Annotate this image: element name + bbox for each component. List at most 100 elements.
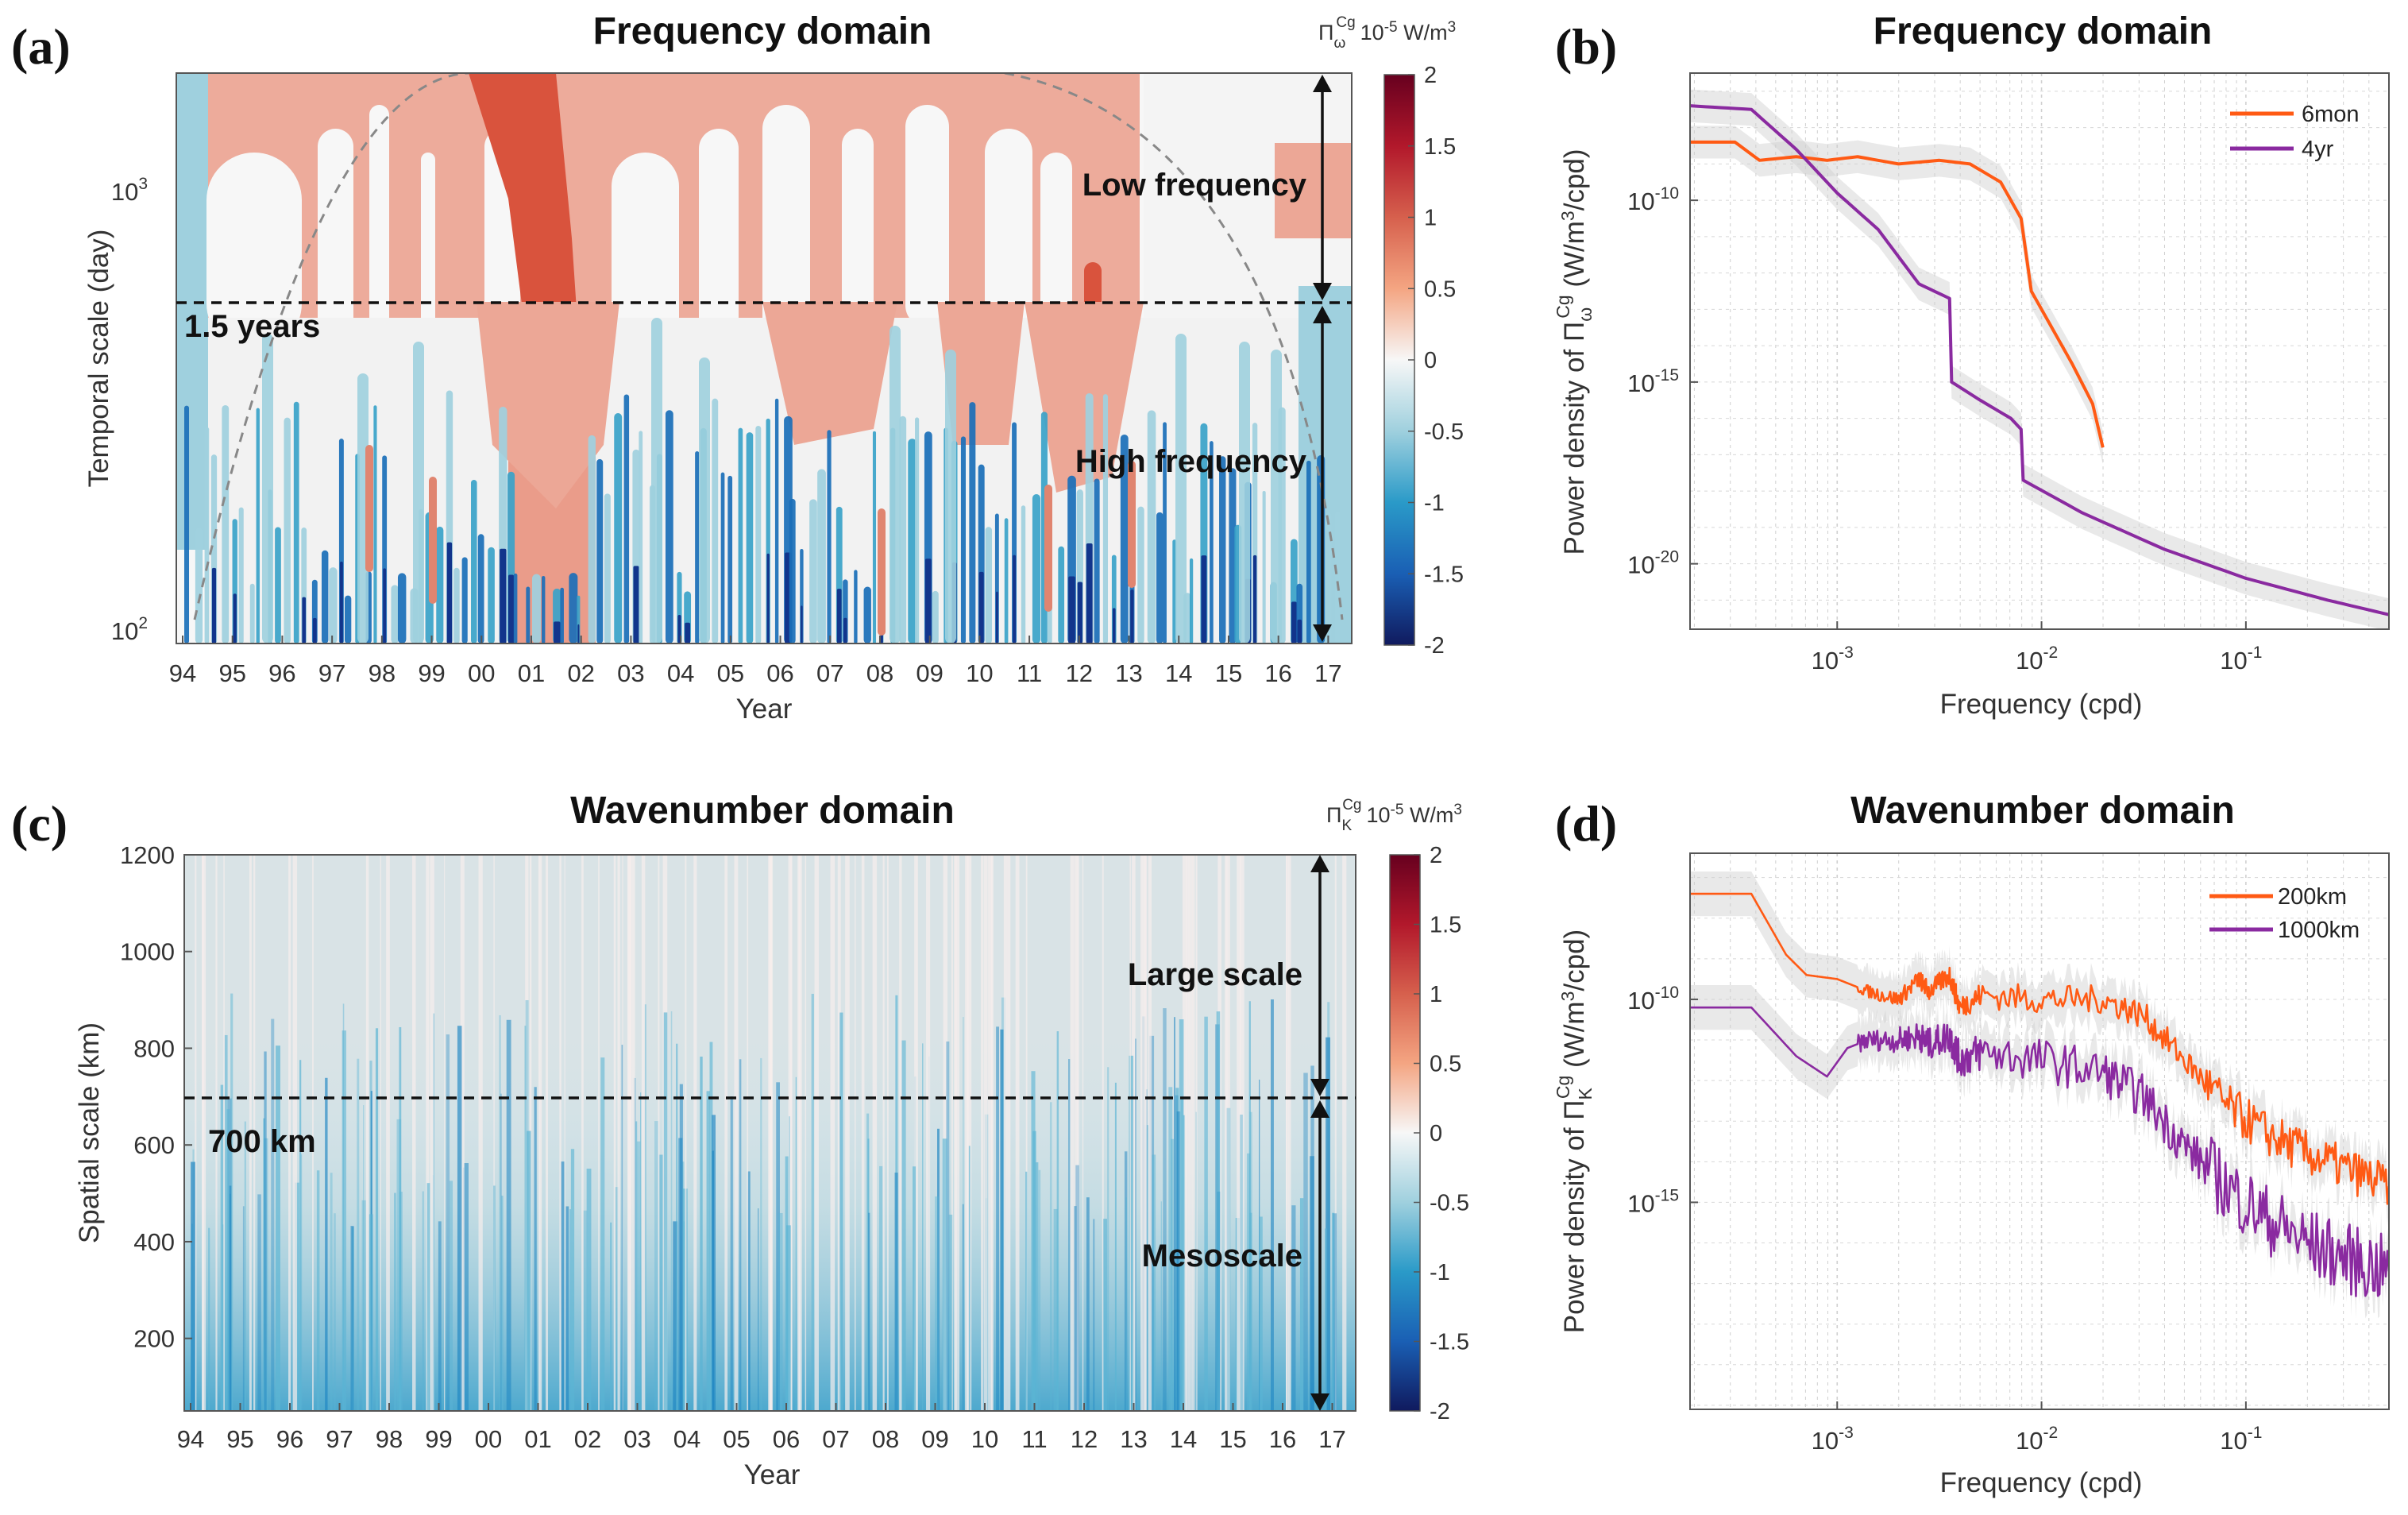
heatmap-cell: [746, 432, 754, 643]
heatmap-cell: [843, 617, 847, 643]
heatmap-cell: [685, 855, 687, 1411]
heatmap-cell: [1226, 855, 1230, 1411]
heatmap-cell: [600, 1057, 605, 1411]
heatmap-cell: [913, 1166, 917, 1411]
colorbar-a: ΠωCg 10-5 W/m3 2 1.5 1 0.5 0 -0.5 -1 -1.5 -2: [1318, 14, 1464, 659]
heatmap-cell: [766, 553, 770, 643]
heatmap-cell: [413, 342, 424, 643]
heatmap-cell: [275, 527, 281, 643]
heatmap-cell: [663, 1012, 668, 1411]
heatmap-cell: [789, 498, 796, 643]
heatmap-cell: [1303, 1072, 1308, 1411]
heatmap-cell: [271, 1018, 275, 1411]
heatmap-cell: [1070, 855, 1075, 1411]
legend-label-6mon: 6mon: [2302, 102, 2360, 127]
heatmap-cell: [1195, 1111, 1197, 1411]
heatmap-cell: [538, 855, 541, 1411]
heatmap-cell: [1076, 855, 1079, 1411]
heatmap-cell: [886, 855, 889, 1411]
heatmap-cell: [1229, 468, 1237, 643]
heatmap-cell: [1204, 1016, 1208, 1411]
heatmap-cell: [499, 1015, 501, 1411]
heatmap-cell: [1195, 855, 1198, 1411]
heatmap-cell: [948, 1214, 953, 1411]
heatmap-cell: [256, 408, 260, 643]
heatmap-cell: [1004, 518, 1009, 643]
heatmap-cell: [712, 398, 719, 643]
heatmap-cell: [1144, 855, 1146, 1411]
heatmap-cell: [798, 855, 802, 1411]
heatmap-cell: [464, 1163, 469, 1411]
colorbar-tick-label: 1: [1430, 982, 1442, 1007]
heatmap-cell: [223, 855, 225, 1411]
heatmap-cell: [1068, 1059, 1071, 1411]
heatmap-cell: [962, 1204, 964, 1411]
heatmap-cell: [985, 527, 993, 643]
heatmap-cell: [191, 1161, 195, 1411]
x-tick-label: 10-2: [2016, 1424, 2058, 1455]
heatmap-cell: [1156, 512, 1163, 643]
heatmap-cell: [795, 1076, 797, 1411]
series-line-1000km: [1690, 1006, 2389, 1297]
heatmap-cell: [478, 855, 483, 1411]
confidence-band-6mon: [1690, 126, 2103, 464]
colorbar-tick-label: 2: [1424, 63, 1437, 88]
heatmap-cell: [430, 855, 434, 1411]
heatmap-cell: [1103, 1219, 1108, 1411]
heatmap-cell: [532, 574, 541, 643]
heatmap-cell: [1075, 1165, 1079, 1411]
heatmap-cell: [1056, 1031, 1059, 1411]
heatmap-cell: [631, 855, 635, 1411]
heatmap-cell: [1077, 582, 1082, 643]
x-tick-label: 99: [418, 659, 445, 687]
x-tick-label: 07: [822, 1425, 849, 1453]
heatmap-cell: [1140, 855, 1144, 1411]
heatmap-cell: [1149, 1035, 1155, 1411]
heatmap-cell: [899, 855, 901, 1411]
heatmap-cell: [493, 1185, 496, 1411]
heatmap-cell: [1135, 1038, 1136, 1411]
heatmap-cell: [1125, 1197, 1127, 1411]
x-tick-label: 15: [1215, 659, 1242, 687]
panel-c: (c) Wavenumber domain 700 km Large scale…: [11, 790, 1469, 1490]
heatmap-cell: [739, 1059, 742, 1411]
heatmap-cell: [969, 402, 976, 643]
heatmap-cell: [1249, 1212, 1252, 1411]
heatmap-cell: [683, 1221, 685, 1411]
y-ticks-c: 200 400 600 800 1000 1200: [120, 841, 192, 1353]
heatmap-cell: [960, 436, 966, 643]
heatmap-cell: [854, 570, 858, 643]
x-tick-label: 94: [169, 659, 196, 687]
x-tick-label: 08: [872, 1425, 899, 1453]
heatmap-cell: [978, 571, 984, 643]
heatmap-cell: [965, 855, 969, 1411]
heatmap-cell: [610, 1222, 612, 1411]
heatmap-cell: [665, 410, 673, 643]
colorbar-tick-label: 0.5: [1424, 276, 1456, 302]
heatmap-cell: [253, 855, 256, 1411]
heatmap-cell: [1183, 1115, 1185, 1411]
heatmap-cell: [1286, 855, 1290, 1411]
heatmap-cell: [747, 1171, 751, 1411]
heatmap-cell: [570, 1149, 575, 1411]
heatmap-cell: [229, 1185, 232, 1411]
heatmap-cell: [569, 573, 578, 643]
heatmap-cell: [1181, 1096, 1183, 1411]
heatmap-cell: [350, 1226, 354, 1411]
y-axis-label-a: Temporal scale (day): [83, 230, 114, 488]
heatmap-cell: [1021, 505, 1026, 643]
heatmap-cell: [461, 557, 468, 643]
heatmap-cell: [1035, 1162, 1039, 1411]
x-tick-label: 04: [667, 659, 694, 687]
heatmap-cell: [695, 451, 700, 643]
heatmap-cell: [184, 405, 190, 643]
x-tick-label: 17: [1314, 659, 1341, 687]
heatmap-cell: [914, 855, 918, 1411]
heatmap-cell: [288, 855, 291, 1411]
heatmap-cell: [596, 458, 604, 643]
x-tick-label: 03: [623, 1425, 650, 1453]
heatmap-cell: [501, 1196, 504, 1411]
x-tick-label: 09: [921, 1425, 948, 1453]
heatmap-cell: [673, 1221, 678, 1411]
heatmap-cell: [889, 326, 901, 643]
